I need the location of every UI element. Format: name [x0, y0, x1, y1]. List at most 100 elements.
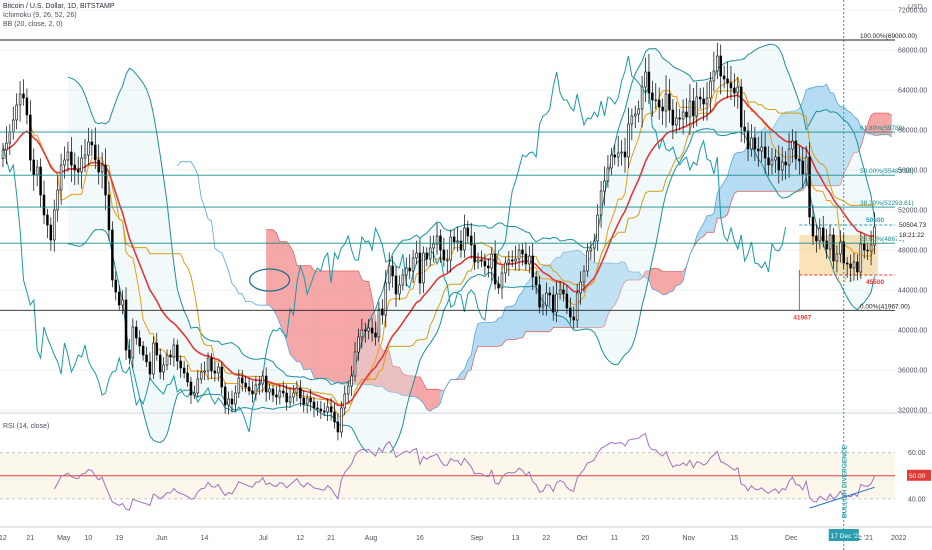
- cloud-bear-segment: [334, 270, 339, 383]
- cloud-bull-segment: [720, 181, 725, 219]
- x-tick-label: 11: [611, 535, 618, 542]
- candle-down: [117, 291, 121, 306]
- rsi-value-tag: 50.00: [909, 473, 926, 480]
- candles: [1, 42, 876, 441]
- candle-up: [367, 327, 370, 332]
- grid: [0, 9, 932, 414]
- fib-label: 0.00%(41967.00): [860, 303, 910, 310]
- candle-up: [610, 154, 613, 169]
- candle-down: [647, 71, 651, 94]
- candle-down: [811, 216, 815, 237]
- rsi-legend[interactable]: RSI (14, close): [3, 423, 50, 430]
- candle-up: [869, 244, 873, 252]
- cloud-bear-segment: [665, 271, 670, 295]
- support-label: 45500: [866, 279, 884, 286]
- candle-down: [531, 255, 534, 278]
- y-tick-label: 32000.00: [898, 408, 927, 415]
- candle-up: [575, 292, 579, 321]
- fib-label: 100.00%(69000.00): [860, 33, 917, 40]
- candle-up: [620, 151, 623, 154]
- candle-down: [107, 194, 111, 231]
- candle-down: [510, 259, 514, 262]
- candle-down: [815, 235, 818, 242]
- fib-label: 38.20%(52293.61): [860, 200, 914, 207]
- span-a-line: [176, 83, 892, 412]
- x-tick-label: Jul: [259, 535, 268, 542]
- candle-down: [753, 137, 757, 150]
- candle-up: [435, 235, 439, 245]
- candle-down: [111, 229, 114, 281]
- cloud-bull-segment: [737, 152, 742, 192]
- cloud-bear-segment: [433, 389, 438, 409]
- candle-up: [206, 357, 210, 372]
- candle-up: [476, 259, 480, 263]
- candle-up: [709, 80, 712, 99]
- candle-down: [329, 406, 333, 413]
- candle-up: [859, 243, 863, 273]
- candle-up: [695, 96, 699, 117]
- candle-down: [97, 159, 100, 173]
- candle-up: [712, 70, 716, 82]
- candle-down: [763, 146, 767, 159]
- candle-down: [733, 87, 736, 94]
- cloud-bull-segment: [706, 215, 711, 233]
- rsi-tick-label: 60.00: [908, 450, 926, 457]
- candle-up: [401, 274, 405, 286]
- wave-label: 1: [837, 277, 841, 284]
- candle-up: [131, 326, 135, 359]
- candle-down: [569, 307, 572, 318]
- candle-down: [757, 148, 760, 152]
- rsi-pane: BULLISH DIVERGENCE: [0, 432, 895, 518]
- candle-down: [114, 279, 118, 293]
- candle-down: [534, 276, 538, 286]
- cloud-bear-segment: [307, 265, 311, 370]
- cloud-bull-segment: [710, 212, 715, 233]
- cloud-bull-segment: [522, 284, 527, 339]
- candle-down: [155, 342, 159, 356]
- candle-down: [808, 156, 811, 218]
- cloud-bear-segment: [324, 270, 328, 379]
- candle-up: [835, 253, 839, 262]
- candle-down: [148, 361, 152, 375]
- candle-up: [288, 396, 292, 403]
- candle-up: [528, 255, 531, 265]
- candle-down: [729, 82, 733, 89]
- candle-up: [579, 281, 582, 294]
- bb-legend[interactable]: BB (20, close, 2, 0): [3, 21, 63, 28]
- x-tick-label: 21: [26, 535, 34, 542]
- candle-down: [251, 390, 254, 395]
- candle-up: [357, 336, 360, 353]
- candle-up: [422, 252, 425, 284]
- ichimoku-legend[interactable]: Ichimoku (9, 26, 52, 26): [3, 12, 77, 19]
- candle-down: [418, 252, 422, 284]
- candle-down: [452, 236, 456, 243]
- y-tick-label: 60000.00: [898, 128, 927, 135]
- candle-down: [801, 160, 804, 175]
- cloud-bear-segment: [266, 229, 270, 306]
- candle-down: [210, 357, 213, 372]
- x-tick-label: 19: [115, 535, 123, 542]
- consolidation-box: [799, 235, 878, 275]
- candle-down: [22, 93, 25, 99]
- candle-down: [473, 244, 476, 263]
- candle-down: [104, 164, 107, 196]
- candle-up: [463, 227, 466, 251]
- candle-down: [866, 249, 869, 252]
- cloud-bear-segment: [286, 241, 291, 355]
- cloud-bear-segment: [283, 241, 287, 342]
- x-tick-label: 14: [201, 535, 209, 542]
- candle-down: [240, 377, 244, 384]
- candle-up: [586, 250, 589, 272]
- candle-down: [374, 332, 377, 338]
- candle-down: [182, 367, 186, 374]
- candle-up: [770, 159, 774, 166]
- candle-down: [179, 360, 182, 369]
- candle-down: [312, 401, 316, 409]
- rsi-tick-label: 40.00: [908, 496, 926, 503]
- candle-down: [271, 388, 275, 396]
- cloud-bear-segment: [289, 245, 294, 359]
- candle-up: [227, 398, 230, 406]
- candle-down: [497, 283, 500, 289]
- symbol-title: Bitcoin / U.S. Dollar, 1D, BITSTAMP: [3, 3, 115, 10]
